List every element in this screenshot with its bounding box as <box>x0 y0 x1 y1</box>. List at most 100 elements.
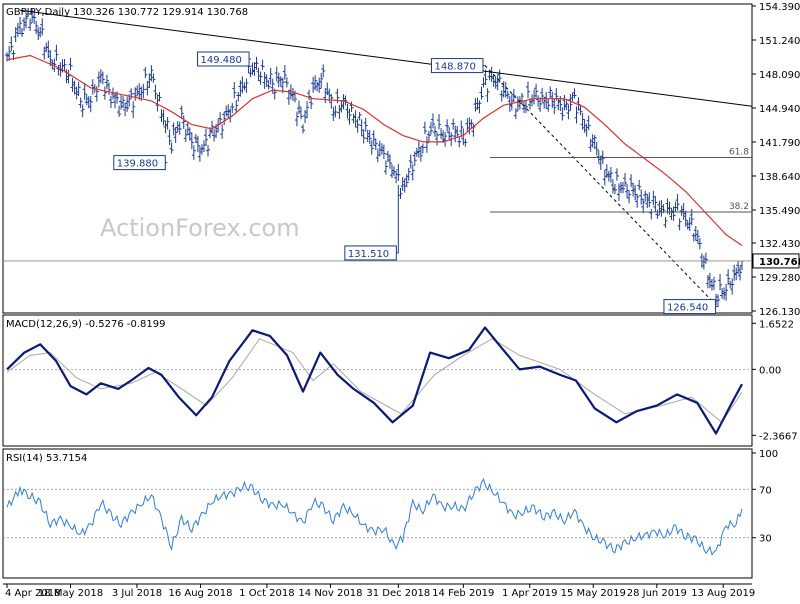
price-bar <box>477 100 482 114</box>
price-bar <box>234 99 239 113</box>
price-bar <box>135 85 140 96</box>
price-bar <box>410 164 415 181</box>
x-tick-label: 13 Aug 2019 <box>691 588 755 599</box>
macd-signal-line <box>6 338 743 424</box>
price-bar <box>525 81 530 99</box>
macd-tick-label: -2.3667 <box>759 431 798 442</box>
fib-level-label: 38.2 <box>729 202 749 212</box>
price-bar <box>185 122 190 135</box>
price-bar <box>363 117 368 132</box>
price-bar <box>641 198 646 214</box>
rsi-tick-label: 70 <box>759 485 772 496</box>
price-level-label: 148.870 <box>430 58 485 74</box>
price-bar <box>437 114 442 130</box>
price-bar <box>653 196 658 213</box>
price-bar <box>15 22 20 38</box>
price-bar <box>175 121 180 133</box>
price-tick-label: 132.430 <box>759 239 800 250</box>
price-bar <box>264 74 269 87</box>
price-bar <box>643 190 648 202</box>
price-bar <box>343 95 348 106</box>
price-bar <box>371 130 376 146</box>
price-bar <box>315 81 320 92</box>
price-bar <box>381 144 386 159</box>
price-bar <box>353 110 358 128</box>
price-bar <box>357 111 362 121</box>
price-bar <box>365 129 370 143</box>
price-bar <box>697 238 702 250</box>
macd-tick-label: 1.6522 <box>759 319 794 330</box>
price-bar <box>406 167 411 181</box>
price-bar <box>677 218 682 231</box>
price-bar <box>248 68 253 78</box>
price-bar <box>485 88 490 103</box>
price-bar <box>270 78 275 94</box>
price-bar <box>663 217 668 228</box>
price-bar <box>489 66 494 83</box>
price-bar <box>82 82 87 100</box>
price-tick-label: 154.390 <box>759 2 800 13</box>
price-bar <box>728 280 733 288</box>
price-bar <box>657 200 662 215</box>
price-bar <box>435 132 440 146</box>
x-tick-label: 16 Aug 2018 <box>168 588 232 599</box>
price-bar <box>683 210 688 227</box>
price-bar <box>532 89 537 105</box>
price-bar <box>673 201 678 213</box>
price-bar <box>693 225 698 241</box>
price-bar <box>724 283 729 301</box>
price-bar <box>430 113 435 129</box>
fib-level-label: 61.8 <box>729 148 749 158</box>
price-bar <box>705 275 710 289</box>
price-bar <box>337 105 342 120</box>
price-bar <box>445 119 450 132</box>
price-bar <box>36 27 41 41</box>
price-bar <box>424 136 429 153</box>
price-bar <box>566 104 571 120</box>
price-bar <box>627 190 632 204</box>
price-bar <box>102 86 107 100</box>
price-bar <box>319 72 324 89</box>
price-bar <box>552 98 557 115</box>
price-bar <box>24 12 29 29</box>
x-tick-label: 14 Nov 2018 <box>298 588 362 599</box>
price-bar <box>169 142 174 154</box>
price-bar <box>422 121 427 135</box>
price-bar <box>284 77 289 88</box>
price-bar <box>709 278 714 291</box>
price-bar <box>385 151 390 163</box>
retracement-line <box>484 65 718 307</box>
price-bar <box>562 94 567 111</box>
price-bar <box>647 192 652 208</box>
price-bar <box>582 119 587 133</box>
price-bar <box>244 78 249 93</box>
price-bar <box>740 260 744 271</box>
price-bar <box>568 94 573 111</box>
price-bar <box>400 177 405 191</box>
price-bar <box>457 137 462 148</box>
price-level-label: 126.540 <box>663 299 718 315</box>
price-bar <box>212 129 217 142</box>
price-bar <box>394 171 399 184</box>
price-level-label: 149.480 <box>197 51 252 67</box>
x-tick-label: 4 Apr 2018 <box>5 588 60 599</box>
price-level-label: 139.880 <box>113 155 168 171</box>
price-bar <box>596 150 601 163</box>
price-bar <box>347 108 352 125</box>
price-bar <box>305 101 310 119</box>
price-bar <box>511 88 516 103</box>
price-bar <box>637 179 642 191</box>
price-bar <box>157 92 162 102</box>
price-bar <box>387 154 392 169</box>
price-bar <box>317 77 322 93</box>
price-bar <box>177 121 182 135</box>
price-bar <box>323 88 328 104</box>
price-bar <box>447 127 452 140</box>
price-bar <box>408 154 413 169</box>
price-bar <box>42 46 47 60</box>
price-bar <box>373 138 378 151</box>
price-tick-label: 138.640 <box>759 172 800 183</box>
price-bar <box>258 71 263 85</box>
price-bar <box>534 83 539 98</box>
price-bar <box>519 92 524 105</box>
